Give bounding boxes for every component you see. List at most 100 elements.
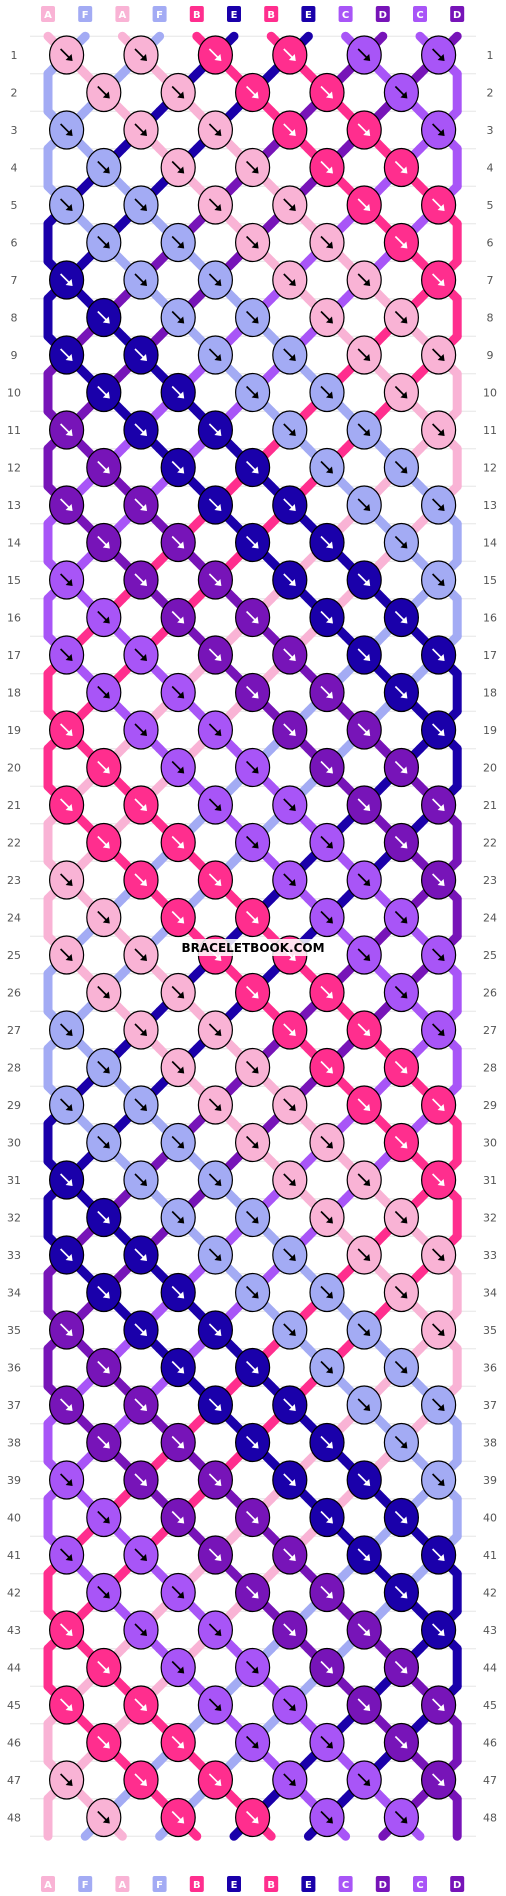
knot (48, 1385, 85, 1425)
row-number-left: 37 (7, 1399, 21, 1412)
knot (421, 185, 457, 225)
knot (197, 1685, 233, 1725)
row-number-right: 34 (483, 1287, 497, 1300)
knot (346, 1010, 382, 1050)
knot (123, 1310, 159, 1350)
row-number-left: 22 (7, 837, 21, 850)
svg-text:C: C (342, 1880, 349, 1891)
row-number-right: 9 (487, 349, 494, 362)
knot (346, 410, 382, 450)
knot (421, 485, 457, 525)
knot (346, 860, 382, 900)
knot (197, 860, 233, 900)
row-number-left: 11 (7, 424, 21, 437)
top-strand-label: A (41, 6, 55, 22)
row-number-right: 16 (483, 612, 497, 625)
knot (123, 860, 159, 900)
knot (346, 185, 382, 225)
knot (309, 747, 345, 788)
row-number-left: 4 (11, 162, 18, 175)
knot (235, 1197, 271, 1238)
knot (346, 1535, 382, 1575)
knot (346, 935, 382, 975)
knot (197, 1010, 233, 1050)
knot (235, 972, 271, 1013)
row-number-right: 6 (487, 237, 494, 250)
knot (160, 747, 196, 788)
bottom-strand-label: E (227, 1876, 241, 1892)
knot (346, 1160, 382, 1200)
knot (235, 1497, 271, 1538)
knot (346, 1685, 382, 1725)
top-strand-label: D (375, 6, 390, 22)
knot (235, 222, 271, 263)
knot (309, 1047, 345, 1088)
knot (48, 1235, 85, 1275)
knot (197, 260, 233, 300)
row-number-right: 41 (483, 1549, 497, 1562)
top-strand-label: D (450, 6, 465, 22)
knot (272, 560, 308, 600)
row-number-left: 15 (7, 574, 21, 587)
knot (421, 1310, 457, 1350)
knot (123, 710, 159, 750)
svg-text:E: E (305, 1880, 312, 1891)
row-number-left: 47 (7, 1774, 21, 1787)
row-number-left: 14 (7, 537, 21, 550)
svg-text:B: B (267, 1880, 275, 1891)
knot (309, 972, 345, 1013)
knot (383, 1272, 419, 1313)
knot (383, 597, 419, 638)
row-number-right: 47 (483, 1774, 497, 1787)
row-number-left: 41 (7, 1549, 21, 1562)
svg-text:E: E (231, 1880, 238, 1891)
knot (272, 710, 308, 750)
knot (160, 597, 196, 638)
bottom-strand-label: F (78, 1876, 93, 1892)
knot (160, 1722, 196, 1763)
knot (383, 1797, 419, 1838)
row-number-left: 29 (7, 1099, 21, 1112)
knot (160, 1422, 196, 1463)
knot (197, 710, 233, 750)
knot (86, 222, 122, 263)
knot (235, 1347, 271, 1388)
knot (160, 1647, 196, 1688)
knot (272, 110, 308, 150)
knot (160, 1797, 196, 1838)
row-number-right: 3 (487, 124, 494, 137)
svg-text:B: B (267, 10, 275, 21)
knot (197, 335, 233, 375)
knot (123, 1235, 159, 1275)
row-number-right: 33 (483, 1249, 497, 1262)
knot (160, 297, 196, 338)
knot (272, 1085, 308, 1125)
knot (160, 1272, 196, 1313)
knot (123, 635, 159, 675)
bottom-strand-label: A (41, 1876, 55, 1892)
knot (309, 1497, 345, 1538)
row-number-left: 34 (7, 1287, 21, 1300)
knot (383, 747, 419, 788)
knot (309, 522, 345, 563)
row-number-right: 15 (483, 574, 497, 587)
knot (160, 147, 196, 188)
knot (197, 110, 233, 150)
knot (235, 1422, 271, 1463)
knot (48, 560, 85, 600)
knot (383, 1047, 419, 1088)
svg-text:C: C (416, 1880, 423, 1891)
knot (86, 447, 122, 488)
knot (235, 297, 271, 338)
knot (309, 1722, 345, 1763)
knot (309, 372, 345, 413)
row-number-left: 46 (7, 1737, 21, 1750)
row-number-left: 12 (7, 462, 21, 475)
watermark-text: BRACELETBOOK.COM (181, 941, 324, 955)
row-number-left: 28 (7, 1062, 21, 1075)
knot (346, 710, 382, 750)
knot (197, 1760, 233, 1800)
row-number-right: 26 (483, 987, 497, 1000)
knot (160, 1572, 196, 1613)
